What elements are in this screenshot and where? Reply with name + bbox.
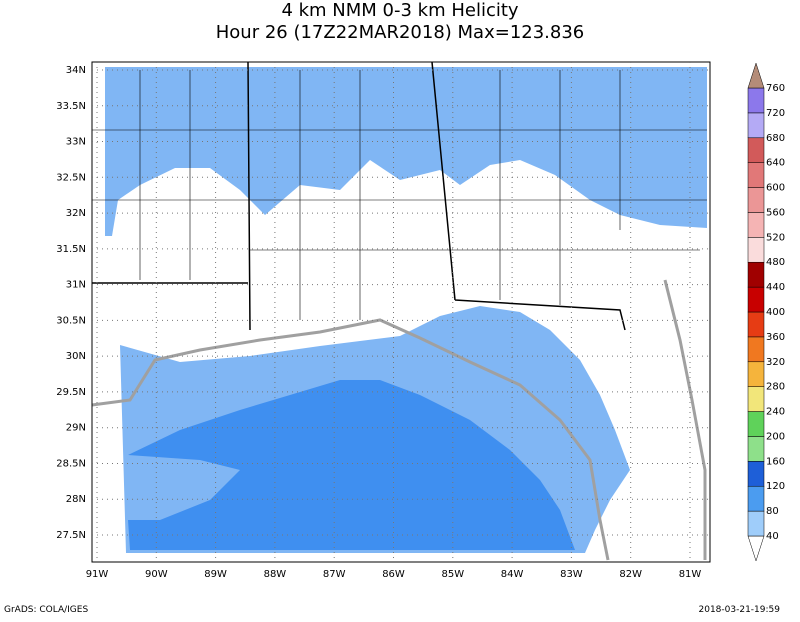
colorbar-box xyxy=(747,112,765,139)
colorbar-label: 440 xyxy=(766,282,785,293)
lon-label: 88W xyxy=(264,569,287,580)
colorbar-box xyxy=(747,336,765,363)
lat-label: 29N xyxy=(66,423,86,434)
state-borders xyxy=(92,61,626,331)
colorbar-box xyxy=(747,411,765,437)
colorbar-label: 360 xyxy=(766,332,785,343)
colorbar: 40 80 120 160 200 240 280 320 360 400 440 480 520 560… xyxy=(747,62,785,562)
lat-label: 31N xyxy=(66,280,86,291)
colorbar-label: 200 xyxy=(766,431,785,442)
lon-label: 82W xyxy=(619,569,642,580)
lon-label: 90W xyxy=(145,569,168,580)
helicity-gulf-core xyxy=(128,380,575,550)
colorbar-box xyxy=(747,212,765,238)
colorbar-label: 400 xyxy=(766,307,785,318)
colorbar-box xyxy=(747,237,765,263)
lat-label: 32N xyxy=(66,208,86,219)
colorbar-triangle xyxy=(747,535,765,562)
colorbar-box xyxy=(747,286,765,313)
lon-label: 85W xyxy=(441,569,464,580)
footer-left: GrADS: COLA/IGES xyxy=(4,605,88,615)
lon-label: 89W xyxy=(204,569,227,580)
colorbar-box xyxy=(747,386,765,412)
county-lines xyxy=(92,70,707,320)
colorbar-label: 720 xyxy=(766,108,785,119)
lat-label: 32.5N xyxy=(56,172,86,183)
colorbar-box xyxy=(747,461,765,487)
map xyxy=(91,61,711,563)
subtitle: Hour 26 (17Z22MAR2018) Max=123.836 xyxy=(216,22,585,43)
lon-label: 81W xyxy=(679,569,702,580)
lon-label: 91W xyxy=(86,569,109,580)
lon-label: 86W xyxy=(382,569,405,580)
colorbar-label: 280 xyxy=(766,382,785,393)
lat-label: 27.5N xyxy=(56,530,86,541)
colorbar-label: 640 xyxy=(766,158,785,169)
colorbar-label: 320 xyxy=(766,357,785,368)
colorbar-label: 80 xyxy=(766,506,779,517)
graticule: 34N 33.5N 33N 32.5N 32N 31.5N 31N 30.5N 30N 29.5N… xyxy=(56,62,710,580)
colorbar-label: 520 xyxy=(766,232,785,243)
colorbar-label: 40 xyxy=(766,531,779,542)
colorbar-label: 480 xyxy=(766,257,785,268)
colorbar-box xyxy=(747,311,765,338)
colorbar-box xyxy=(747,87,765,114)
colorbar-box xyxy=(747,162,765,188)
lat-label: 30N xyxy=(66,351,86,362)
colorbar-box xyxy=(747,137,765,163)
colorbar-box xyxy=(747,436,765,462)
colorbar-label: 120 xyxy=(766,481,785,492)
colorbar-box xyxy=(747,187,765,213)
lat-label: 34N xyxy=(66,65,86,76)
lat-label: 33.5N xyxy=(56,101,86,112)
lat-label: 28N xyxy=(66,494,86,505)
lat-label: 33N xyxy=(66,137,86,148)
coastline-east xyxy=(663,279,707,560)
colorbar-label: 760 xyxy=(766,83,785,94)
map-frame xyxy=(91,61,711,563)
title: 4 km NMM 0-3 km Helicity xyxy=(281,0,518,21)
colorbar-box xyxy=(747,261,765,288)
lon-label: 87W xyxy=(323,569,346,580)
colorbar-label: 240 xyxy=(766,407,785,418)
colorbar-label: 560 xyxy=(766,207,785,218)
coastline xyxy=(91,318,610,561)
colorbar-box xyxy=(747,361,765,387)
colorbar-box xyxy=(747,485,765,512)
lon-label: 83W xyxy=(560,569,583,580)
colorbar-label: 680 xyxy=(766,133,785,144)
colorbar-label: 600 xyxy=(766,183,785,194)
helicity-north xyxy=(105,67,707,236)
lat-label: 29.5N xyxy=(56,387,86,398)
lat-label: 28.5N xyxy=(56,458,86,469)
lat-label: 30.5N xyxy=(56,315,86,326)
footer-right: 2018-03-21-19:59 xyxy=(699,605,781,615)
colorbar-triangle xyxy=(747,62,765,89)
colorbar-label: 160 xyxy=(766,456,785,467)
colorbar-box xyxy=(747,510,765,537)
lon-label: 84W xyxy=(501,569,524,580)
lat-label: 31.5N xyxy=(56,244,86,255)
